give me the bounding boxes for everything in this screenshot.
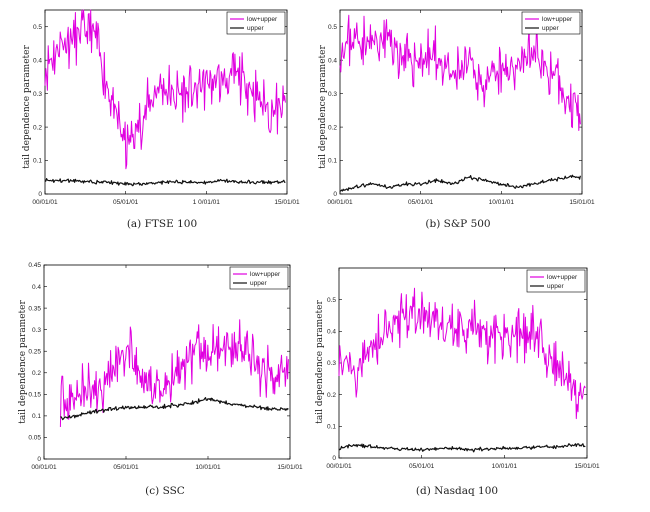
y-tick-label: 0.2 xyxy=(32,370,41,377)
y-tick-label: 0.25 xyxy=(28,348,41,355)
plot-frame xyxy=(338,267,588,459)
panel-sp-500: tail dependence parameter 00.10.20.30.40… xyxy=(318,9,595,230)
y-axis-label: tail dependence parameter xyxy=(18,300,28,424)
plot-frame xyxy=(339,9,583,195)
y-tick-label: 0.5 xyxy=(328,24,337,31)
y-tick-label: 0.2 xyxy=(33,124,42,131)
panel-nasdaq-100: tail dependence parameter 00.10.20.30.40… xyxy=(315,267,600,497)
x-tick-label: 15/01/01 xyxy=(274,199,300,206)
y-tick-label: 0.1 xyxy=(327,424,336,431)
panel-ssc: tail dependence parameter 0 0.05 0.1 0.15 0.… xyxy=(18,262,303,497)
plot-area: 0 0.1 0.2 0.3 0.4 0.5 00/01/01 05/01/01 1 0/01/0… xyxy=(32,9,300,206)
legend-label: upper xyxy=(542,25,559,32)
legend-label: low+upper xyxy=(247,16,278,23)
x-tick-label: 10/01/01 xyxy=(492,463,518,470)
x-tick-label: 15/01/01 xyxy=(574,463,600,470)
y-tick-label: 0.4 xyxy=(33,57,42,64)
legend-label: low+upper xyxy=(542,16,573,23)
y-tick-label: 0.2 xyxy=(327,392,336,399)
series-line-low-upper xyxy=(338,287,586,420)
legend-label: upper xyxy=(247,25,264,32)
y-tick-label: 0.45 xyxy=(28,262,41,269)
plot-area: 0 0.1 0.2 0.3 0.4 0.5 00/01/01 05/01/01 10/01/01… xyxy=(327,9,595,206)
y-tick-label: 0.4 xyxy=(328,57,337,64)
y-tick-label: 0 xyxy=(37,456,41,463)
panel-ftse-100: tail dependence parameter 00.10.20.30.40… xyxy=(22,9,300,230)
panel-caption: (c) SSC xyxy=(145,485,185,497)
y-tick-label: 0 xyxy=(332,455,336,462)
y-axis-label: tail dependence parameter xyxy=(318,45,328,169)
y-tick-label: 0 xyxy=(38,191,42,198)
x-tick-label: 05/01/01 xyxy=(409,463,435,470)
series-line-upper xyxy=(44,178,286,187)
legend-label: upper xyxy=(547,283,564,290)
y-tick-label: 0.5 xyxy=(327,297,336,304)
x-tick-label: 05/01/01 xyxy=(113,199,139,206)
y-tick-label: 0.4 xyxy=(327,329,336,336)
y-tick-label: 0.1 xyxy=(33,158,42,165)
y-axis-label: tail dependence parameter xyxy=(22,45,32,169)
series-line-low-upper xyxy=(59,319,289,428)
y-tick-label: 0.1 xyxy=(32,413,41,420)
x-tick-label: 05/01/01 xyxy=(113,464,139,471)
x-tick-label: 1 0/01/01 xyxy=(193,199,220,206)
x-tick-label: 15/01/01 xyxy=(277,464,303,471)
x-tick-label: 00/01/01 xyxy=(326,463,352,470)
y-axis-label: tail dependence parameter xyxy=(315,300,325,424)
y-tick-label: 0.05 xyxy=(28,435,41,442)
x-tick-label: 00/01/01 xyxy=(31,464,57,471)
y-tick-label: 0.5 xyxy=(33,24,42,31)
panel-caption: (d) Nasdaq 100 xyxy=(416,485,498,497)
legend-label: low+upper xyxy=(250,271,281,278)
series-line-low-upper xyxy=(339,14,581,131)
plot-area: 0 0.05 0.1 0.15 0.2 0.25 0.3 0.35 0.4 0.45 00/01/0… xyxy=(28,262,303,471)
y-tick-label: 0.3 xyxy=(33,91,42,98)
x-tick-label: 10/01/01 xyxy=(195,464,221,471)
series-line-upper xyxy=(60,397,289,421)
plot-area: 0 0.1 0.2 0.3 0.4 0.5 00/01/01 05/01/01 10/01/01… xyxy=(326,267,600,470)
panel-caption: (a) FTSE 100 xyxy=(127,218,197,230)
legend-label: low+upper xyxy=(547,274,578,281)
y-tick-label: 0.3 xyxy=(328,91,337,98)
panel-caption: (b) S&P 500 xyxy=(425,218,490,230)
x-tick-label: 05/01/01 xyxy=(408,199,434,206)
x-tick-label: 10/01/01 xyxy=(489,199,515,206)
plot-frame xyxy=(44,9,288,195)
plot-frame xyxy=(43,264,291,460)
series-line-upper xyxy=(339,174,581,192)
legend-label: upper xyxy=(250,280,267,287)
y-tick-label: 0.2 xyxy=(328,124,337,131)
y-tick-label: 0 xyxy=(333,191,337,198)
y-tick-label: 0.3 xyxy=(327,360,336,367)
x-tick-label: 00/01/01 xyxy=(327,199,353,206)
x-tick-label: 00/01/01 xyxy=(32,199,58,206)
y-tick-label: 0.1 xyxy=(328,158,337,165)
y-tick-label: 0.4 xyxy=(32,284,41,291)
x-tick-label: 15/01/01 xyxy=(569,199,595,206)
y-tick-label: 0.35 xyxy=(28,305,41,312)
series-line-low-upper xyxy=(44,9,286,170)
series-line-upper xyxy=(338,443,586,453)
y-tick-label: 0.15 xyxy=(28,392,41,399)
y-tick-label: 0.3 xyxy=(32,327,41,334)
